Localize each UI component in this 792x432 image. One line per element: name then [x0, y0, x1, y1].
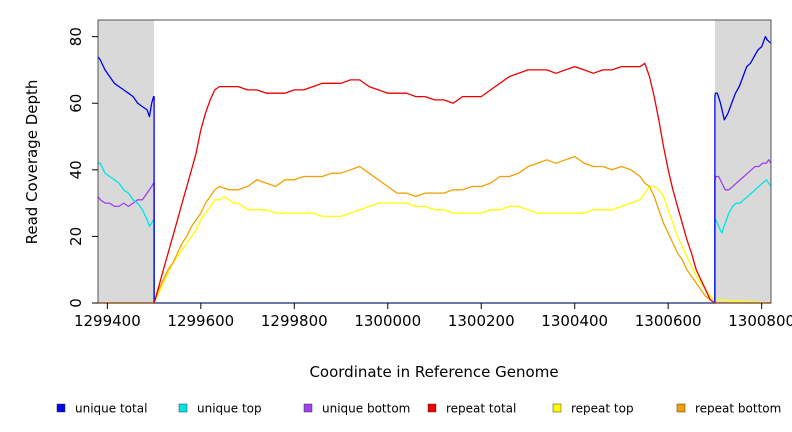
axis-layer: 1299400 1299600 1299800 1300000 1300200 13004… [67, 27, 792, 330]
y-tick-label: 60 [67, 94, 85, 113]
y-tick-label: 80 [67, 27, 85, 46]
legend-label: unique bottom [322, 402, 410, 416]
series-line-repeat-top [98, 185, 772, 304]
legend-label: repeat bottom [695, 402, 781, 416]
legend-item-unique-total: unique total [56, 402, 147, 416]
y-axis-title: Read Coverage Depth [23, 80, 41, 245]
legend-swatch [178, 403, 188, 413]
series-line-repeat-bottom [98, 155, 771, 304]
legend-label: unique total [75, 402, 147, 416]
legend-item-unique-top: unique top [178, 402, 262, 416]
series-line-unique-top [98, 162, 772, 304]
series-line-repeat-total [98, 62, 771, 304]
x-tick-label: 1300200 [448, 312, 515, 330]
legend-label: repeat top [571, 402, 634, 416]
x-tick-label: 1299600 [167, 312, 234, 330]
shaded-region-1 [98, 20, 155, 303]
x-axis-title: Coordinate in Reference Genome [309, 363, 558, 381]
legend: unique total unique top unique bottom repea… [56, 402, 781, 416]
series-layer [97, 35, 772, 304]
legend-item-unique-bottom: unique bottom [303, 402, 410, 416]
legend-label: repeat total [446, 402, 516, 416]
y-tick-label: 40 [67, 160, 85, 179]
x-tick-label: 1300400 [541, 312, 608, 330]
x-tick-label: 1299400 [74, 312, 141, 330]
y-tick-label: 0 [67, 298, 85, 308]
legend-item-repeat-total: repeat total [427, 402, 516, 416]
series-line-unique-total [97, 35, 772, 304]
legend-swatch [552, 403, 562, 413]
plot-frame [97, 19, 772, 304]
x-tick-label: 1300600 [635, 312, 702, 330]
legend-swatch [303, 403, 313, 413]
y-tick-label: 20 [67, 227, 85, 246]
shaded-region-2 [714, 20, 771, 303]
series-line-unique-bottom [97, 159, 772, 304]
x-tick-label: 1299800 [261, 312, 328, 330]
legend-swatch [56, 403, 66, 413]
legend-swatch [676, 403, 686, 413]
x-tick-label: 1300800 [728, 312, 792, 330]
legend-label: unique top [197, 402, 262, 416]
legend-item-repeat-bottom: repeat bottom [676, 402, 781, 416]
shaded-regions-layer [98, 20, 771, 303]
legend-swatch [427, 403, 437, 413]
legend-item-repeat-top: repeat top [552, 402, 634, 416]
x-tick-label: 1300000 [354, 312, 421, 330]
